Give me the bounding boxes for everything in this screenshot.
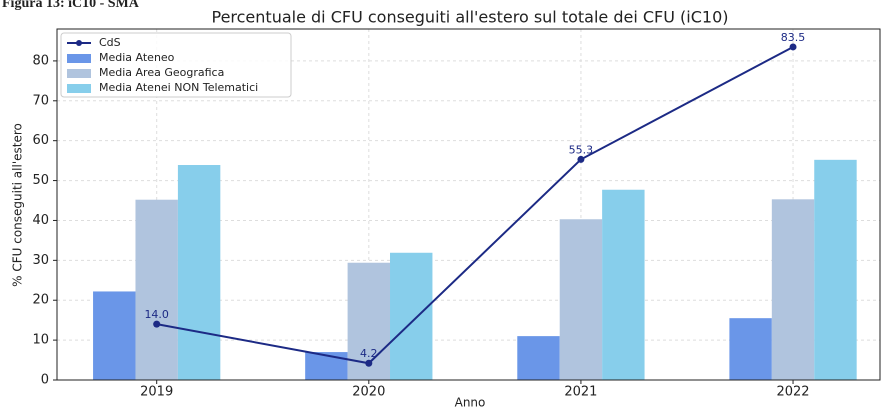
bar <box>93 291 136 380</box>
data-label: 55.3 <box>569 143 594 156</box>
line <box>156 46 794 365</box>
marker <box>789 43 797 51</box>
bar <box>177 165 221 380</box>
y-tick-label: 0 <box>41 373 49 388</box>
marker <box>365 359 373 367</box>
bar <box>135 199 178 380</box>
bar <box>305 352 348 380</box>
marker <box>577 155 585 163</box>
data-label: 4.2 <box>360 347 378 360</box>
legend-swatch <box>67 54 91 63</box>
bar <box>814 159 857 380</box>
x-tick-label: 2019 <box>140 385 173 400</box>
y-tick-label: 60 <box>32 133 49 148</box>
legend-swatch <box>67 69 91 78</box>
y-tick-label: 20 <box>32 293 49 308</box>
x-tick-label: 2021 <box>564 385 597 400</box>
heading: Figura 13: iC10 - SMA <box>2 0 140 11</box>
legend-label: Media Atenei NON Telematici <box>99 81 258 94</box>
y-tick-label: 70 <box>32 93 49 108</box>
data-label: 14.0 <box>144 308 169 321</box>
legend-label: Media Area Geografica <box>99 66 224 79</box>
y-axis-label: % CFU conseguiti all'estero <box>11 123 25 287</box>
y-tick-label: 50 <box>32 173 49 188</box>
y-tick-label: 80 <box>32 53 49 68</box>
x-tick-label: 2022 <box>776 385 809 400</box>
legend-label: Media Ateneo <box>99 51 175 64</box>
bar <box>771 199 815 380</box>
chart-title: Percentuale di CFU conseguiti all'estero… <box>211 8 728 27</box>
plot-frame <box>56 28 881 381</box>
legend-marker <box>76 40 82 46</box>
y-tick-label: 30 <box>32 253 49 268</box>
legend-swatch <box>67 84 91 93</box>
bar <box>390 252 433 380</box>
bar <box>602 189 645 380</box>
x-tick-label: 2020 <box>352 385 385 400</box>
legend-box <box>60 32 292 98</box>
bar <box>517 336 560 380</box>
y-tick-label: 40 <box>32 213 49 228</box>
legend-label: CdS <box>99 36 121 49</box>
bar <box>729 318 772 380</box>
y-tick-label: 10 <box>32 333 49 348</box>
data-label: 83.5 <box>781 31 806 44</box>
x-axis-label: Anno <box>455 396 486 410</box>
bar <box>559 219 603 380</box>
marker <box>153 320 161 328</box>
